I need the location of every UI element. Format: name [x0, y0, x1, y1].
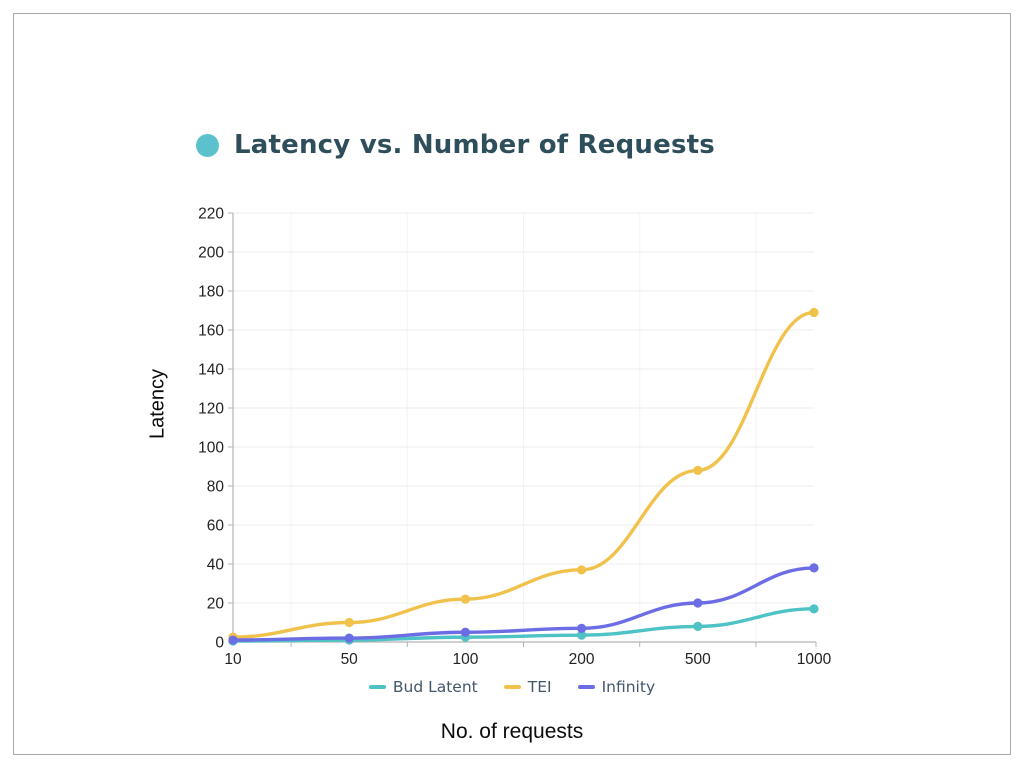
y-tick-label: 60 [207, 518, 225, 535]
data-point [809, 563, 819, 573]
series-line-bud-latent [231, 607, 816, 643]
data-point [809, 604, 819, 614]
data-point [577, 565, 587, 575]
data-point [577, 630, 587, 640]
legend-swatch-icon [503, 685, 521, 689]
y-tick-label: 200 [198, 245, 224, 262]
y-tick-label: 0 [215, 635, 224, 652]
x-tick-label: 100 [452, 651, 478, 668]
y-tick-label: 160 [198, 323, 224, 340]
y-tick-label: 40 [207, 557, 225, 574]
legend-swatch-icon [577, 685, 595, 689]
y-tick-label: 140 [198, 362, 224, 379]
x-tick-label: 50 [341, 651, 359, 668]
legend-label: Infinity [601, 678, 656, 696]
legend-item-infinity: Infinity [577, 678, 656, 696]
legend-item-bud-latent: Bud Latent [368, 678, 478, 696]
data-point [693, 598, 703, 608]
data-point [460, 627, 470, 637]
legend-item-tei: TEI [503, 678, 552, 696]
y-tick-label: 220 [198, 206, 224, 223]
legend-swatch-icon [368, 685, 386, 689]
x-tick-label: 200 [569, 651, 595, 668]
x-tick-label: 1000 [797, 651, 832, 668]
chart-legend: Bud Latent TEI Infinity [0, 678, 1024, 696]
data-point [228, 635, 238, 645]
x-tick-label: 500 [685, 651, 711, 668]
data-point [693, 465, 703, 475]
data-point [577, 623, 587, 633]
data-point [344, 617, 354, 628]
data-point [809, 307, 819, 318]
legend-label: TEI [527, 678, 552, 696]
series-line-infinity [231, 566, 816, 642]
data-point [344, 633, 354, 643]
chart-title: Latency vs. Number of Requests [234, 130, 715, 160]
x-tick-label: 10 [224, 651, 242, 668]
legend-label: Bud Latent [392, 678, 478, 696]
data-point [693, 621, 703, 632]
y-tick-label: 100 [198, 440, 224, 457]
data-point [460, 594, 470, 604]
chart-header: Latency vs. Number of Requests [196, 130, 715, 160]
y-tick-label: 120 [198, 401, 224, 418]
y-tick-label: 20 [207, 596, 225, 613]
y-tick-label: 180 [198, 284, 224, 301]
y-tick-label: 80 [207, 479, 225, 496]
x-axis-title: No. of requests [440, 720, 584, 743]
title-bullet-icon [196, 133, 219, 157]
